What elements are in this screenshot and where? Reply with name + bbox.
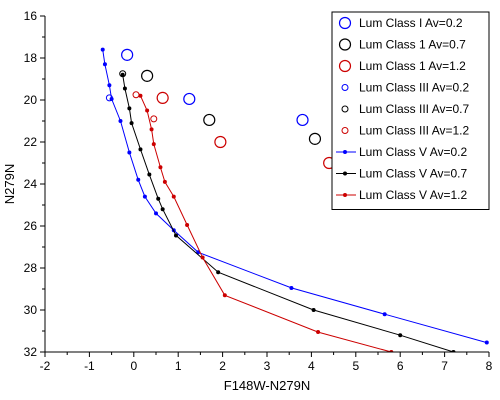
data-point <box>160 207 165 212</box>
y-tick-label: 26 <box>24 219 38 233</box>
data-point <box>122 86 127 91</box>
legend-marker <box>343 171 347 176</box>
legend-label: Lum Class III Av=0.2 <box>359 81 469 95</box>
legend-label: Lum Class V Av=1.2 <box>359 188 467 202</box>
x-tick-label: 4 <box>308 359 315 373</box>
y-tick-label: 20 <box>24 93 38 107</box>
series-line <box>102 49 487 344</box>
x-tick-label: 1 <box>175 359 182 373</box>
legend-label: Lum Class I Av=0.2 <box>359 16 463 30</box>
data-point <box>185 222 190 227</box>
y-tick-label: 28 <box>24 261 38 275</box>
x-tick-label: 3 <box>264 359 271 373</box>
series-2 <box>156 91 336 170</box>
data-point <box>203 113 216 127</box>
data-point <box>107 83 112 88</box>
series-1 <box>141 69 322 145</box>
x-tick-label: 5 <box>352 359 359 373</box>
data-point <box>121 48 134 61</box>
series-0 <box>121 48 309 127</box>
data-point <box>138 147 143 152</box>
legend-marker <box>338 16 352 30</box>
y-tick-label: 22 <box>24 135 38 149</box>
legend-label: Lum Class V Av=0.7 <box>359 167 467 181</box>
legend: Lum Class I Av=0.2 Lum Class 1 Av=0.7 Lum … <box>331 11 490 210</box>
data-point <box>120 72 125 77</box>
legend-marker <box>338 59 352 73</box>
y-tick-label: 18 <box>24 51 38 65</box>
y-tick-label: 32 <box>24 345 38 359</box>
data-point <box>171 194 176 199</box>
data-point <box>311 308 316 312</box>
data-point <box>398 333 403 338</box>
data-point <box>214 135 227 149</box>
data-point <box>316 330 321 335</box>
x-axis-label: F148W-N279N <box>224 378 310 393</box>
data-point <box>296 113 309 127</box>
legend-marker <box>343 150 347 154</box>
data-point <box>100 47 105 52</box>
data-point <box>138 93 143 98</box>
data-point <box>145 108 150 113</box>
data-point <box>183 92 196 106</box>
data-point <box>308 132 322 145</box>
legend-label: Lum Class III Av=0.7 <box>359 102 469 116</box>
legend-box <box>331 11 490 210</box>
data-point <box>142 194 147 199</box>
data-point <box>156 196 161 201</box>
x-tick-label: -1 <box>84 359 95 373</box>
data-point <box>200 255 205 260</box>
x-tick-label: -2 <box>40 359 51 373</box>
data-point <box>118 119 123 123</box>
axes: -2 -1 0 1 2 3 4 5 6 7 8 16 18 20 22 24 26 28 30 32 <box>24 9 493 373</box>
data-point <box>102 62 107 67</box>
data-point <box>154 211 158 216</box>
y-tick-label: 24 <box>24 177 38 191</box>
legend-label: Lum Class III Av=1.2 <box>359 124 469 138</box>
data-point <box>289 285 294 290</box>
data-point <box>147 172 152 177</box>
data-point <box>109 96 114 101</box>
legend-label: Lum Class V Av=0.2 <box>359 145 467 159</box>
x-tick-label: 8 <box>486 359 493 373</box>
series-line <box>140 95 392 352</box>
data-point <box>150 115 158 123</box>
data-point <box>156 91 169 105</box>
data-point <box>127 106 132 111</box>
x-tick-label: 6 <box>397 359 404 373</box>
y-tick-label: 30 <box>24 303 38 317</box>
legend-marker <box>341 127 349 134</box>
data-point <box>382 312 387 317</box>
x-tick-label: 0 <box>130 359 137 373</box>
series-7 <box>120 72 456 352</box>
legend-label: Lum Class 1 Av=1.2 <box>359 59 466 73</box>
y-tick-label: 16 <box>24 9 38 23</box>
legend-marker <box>343 193 347 197</box>
x-tick-label: 2 <box>219 359 226 373</box>
data-point <box>151 142 156 147</box>
x-tick-label: 7 <box>441 359 448 373</box>
legend-marker <box>341 105 349 113</box>
legend-label: Lum Class 1 Av=0.7 <box>359 38 466 52</box>
data-point <box>158 165 163 170</box>
legend-marker <box>338 38 352 51</box>
data-point <box>222 293 227 298</box>
data-point <box>162 179 167 184</box>
data-point <box>127 150 132 155</box>
data-point <box>141 69 154 82</box>
data-point <box>173 233 178 238</box>
data-point <box>484 340 489 345</box>
y-axis-label: N279N <box>2 164 17 204</box>
data-point <box>136 177 141 182</box>
series-8 <box>138 93 394 352</box>
data-point <box>129 121 134 126</box>
plot-area <box>100 47 489 352</box>
data-point <box>149 127 154 132</box>
data-point <box>216 270 221 275</box>
legend-marker <box>341 84 349 91</box>
